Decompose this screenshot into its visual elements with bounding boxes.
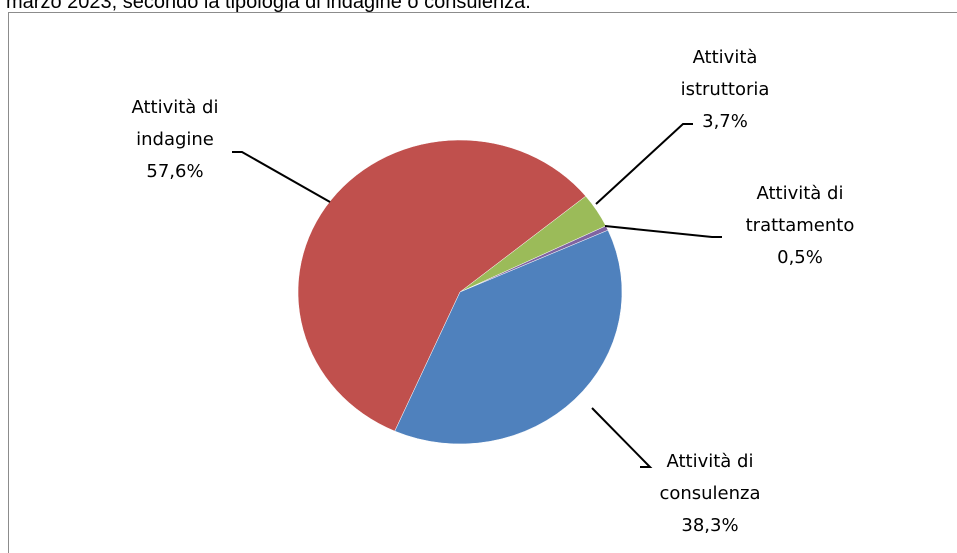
chart-frame <box>8 12 957 553</box>
data-label: Attività di trattamento 0,5% <box>720 178 880 274</box>
chart-title: marzo 2023, secondo la tipologia di inda… <box>6 0 531 13</box>
category-label: Attività di trattamento <box>745 183 855 236</box>
category-label: Attività di indagine <box>131 97 219 150</box>
leader-line <box>232 151 331 203</box>
leader-line <box>595 123 693 205</box>
category-label: Attività istruttoria <box>680 47 770 100</box>
leader-line <box>591 407 653 468</box>
data-label: Attività di indagine 57,6% <box>100 92 250 188</box>
data-label: Attività istruttoria 3,7% <box>660 42 790 138</box>
pie-slice <box>297 139 587 432</box>
value-label: 38,3% <box>681 515 739 536</box>
data-label: Attività di consulenza 38,3% <box>640 446 780 542</box>
category-label: Attività di consulenza <box>659 451 761 504</box>
value-label: 57,6% <box>146 161 204 182</box>
pie-slice <box>394 229 623 445</box>
value-label: 3,7% <box>702 111 748 132</box>
value-label: 0,5% <box>777 247 823 268</box>
leader-line <box>604 225 722 238</box>
